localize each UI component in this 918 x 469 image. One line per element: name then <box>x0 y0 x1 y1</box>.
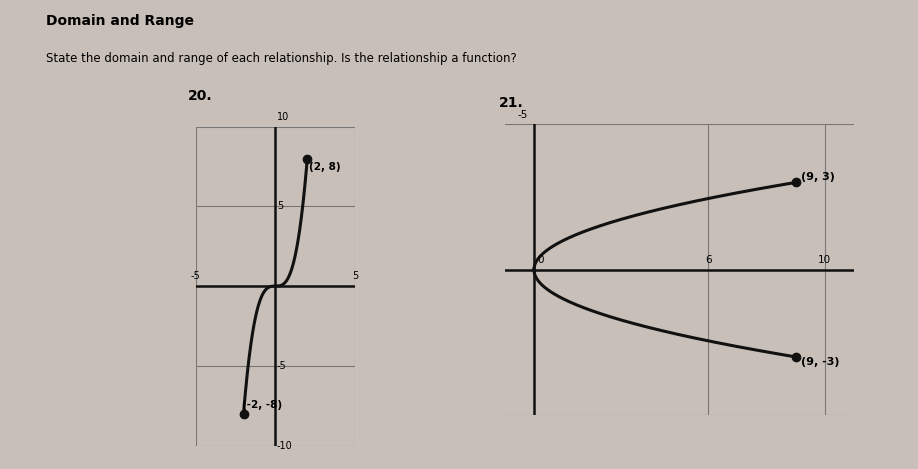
Text: 20.: 20. <box>187 89 212 103</box>
Text: (2, 8): (2, 8) <box>308 162 341 172</box>
Text: 6: 6 <box>705 255 711 265</box>
Text: -5: -5 <box>277 361 286 371</box>
Text: 10: 10 <box>818 255 831 265</box>
Text: 5: 5 <box>277 201 284 212</box>
Text: -5: -5 <box>518 110 528 120</box>
Text: (9, 3): (9, 3) <box>801 173 835 182</box>
Text: -5: -5 <box>191 271 200 281</box>
Text: 21.: 21. <box>499 96 524 110</box>
Text: (-2, -8): (-2, -8) <box>242 401 282 410</box>
Text: State the domain and range of each relationship. Is the relationship a function?: State the domain and range of each relat… <box>46 52 517 65</box>
Text: (9, -3): (9, -3) <box>801 357 840 367</box>
Text: Domain and Range: Domain and Range <box>46 14 194 28</box>
Text: 10: 10 <box>277 112 289 122</box>
Text: 5: 5 <box>352 271 358 281</box>
Text: 0: 0 <box>537 255 543 265</box>
Text: -10: -10 <box>277 440 293 451</box>
